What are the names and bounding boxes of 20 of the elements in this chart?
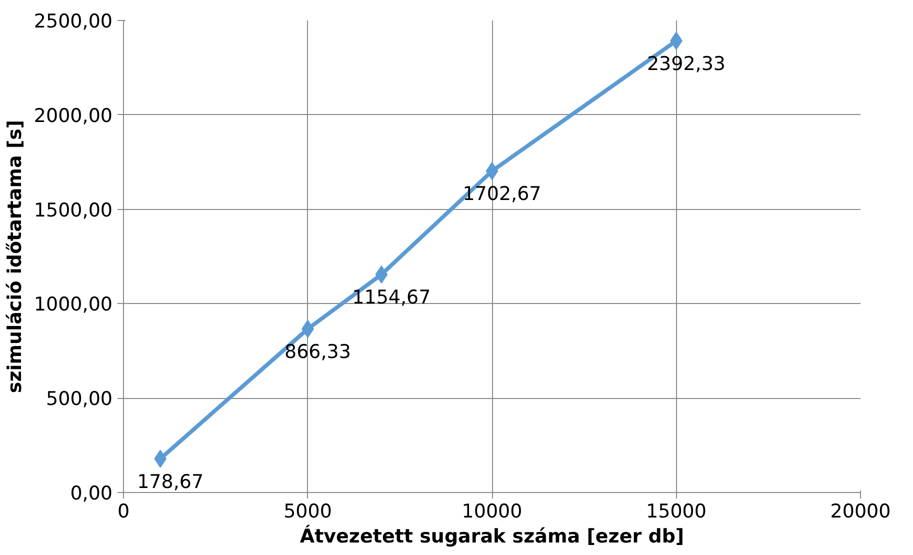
point: [154, 450, 167, 468]
y-tick-label: 2500,00: [34, 10, 113, 32]
x-tick-label: 10000: [462, 500, 522, 522]
x-tick-label: 5000: [284, 500, 332, 522]
point: [375, 266, 388, 284]
y-tick-label: 1500,00: [34, 199, 113, 222]
data-label: 178,67: [137, 470, 204, 493]
x-tick-label: 20000: [830, 500, 891, 522]
y-tick-label: 500,00: [46, 388, 113, 410]
x-tick-label: 0: [117, 500, 130, 522]
y-tick-label: 2000,00: [34, 104, 113, 127]
y-tick-label: 1000,00: [34, 294, 113, 316]
data-label: 1154,67: [352, 286, 431, 308]
data-label: 2392,33: [646, 52, 726, 75]
data-label: 866,33: [284, 340, 351, 363]
x-axis-title: Átvezetett sugarak száma [ezer db]: [300, 524, 684, 548]
y-tick-label: 0,00: [70, 482, 113, 504]
point: [486, 162, 498, 180]
x-tick-label: 15000: [646, 500, 706, 522]
y-axis-title: szimuláció időtartama [s]: [4, 120, 26, 394]
